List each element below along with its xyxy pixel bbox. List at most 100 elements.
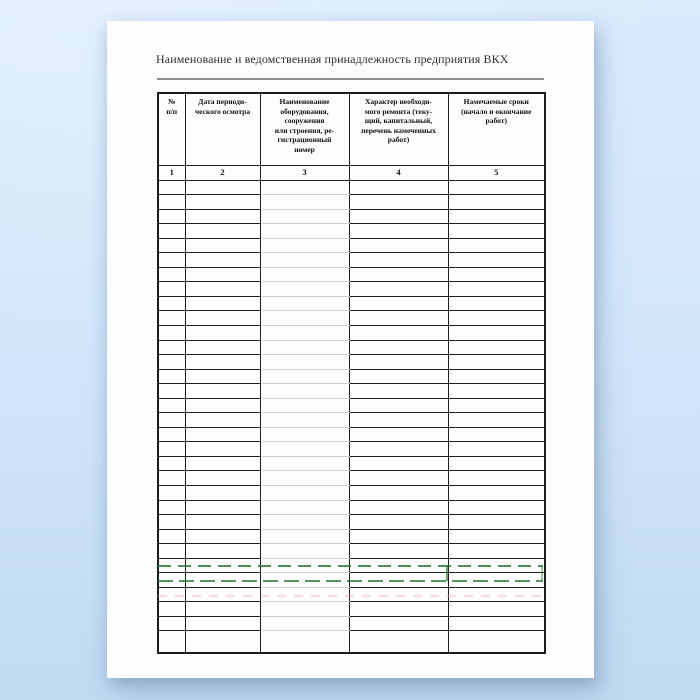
empty-cell [259,208,350,225]
empty-cell [259,412,350,428]
empty-data-row [157,615,546,632]
empty-data-row [157,295,546,312]
empty-cell [348,499,449,516]
empty-data-row [157,281,546,297]
empty-cell [157,528,186,545]
empty-cell [259,252,350,268]
empty-cell [348,630,449,654]
empty-cell [348,179,449,196]
empty-cell [447,615,546,632]
empty-data-row [157,412,546,428]
empty-cell [348,528,449,545]
empty-cell [447,266,546,283]
empty-cell [447,310,546,326]
empty-cell [447,543,546,559]
empty-cell [157,484,186,501]
empty-cell [348,223,449,239]
empty-cell [447,194,546,210]
empty-data-row [157,194,546,210]
empty-data-row [157,557,546,574]
empty-cell [447,208,546,225]
empty-data-row [157,266,546,283]
empty-data-row [157,179,546,196]
empty-data-row [157,586,546,603]
empty-cell [348,383,449,399]
empty-cell [184,528,261,545]
empty-data-row [157,630,546,654]
empty-cell [259,324,350,341]
empty-cell [157,412,186,428]
empty-cell [447,601,546,617]
empty-cell [348,194,449,210]
empty-cell [348,324,449,341]
empty-cell [157,470,186,486]
empty-cell [348,543,449,559]
empty-cell [259,194,350,210]
empty-cell [157,455,186,472]
empty-cell [259,615,350,632]
empty-cell [157,586,186,603]
empty-cell [447,426,546,443]
empty-cell [447,295,546,312]
empty-cell [348,572,449,588]
empty-cell [348,426,449,443]
empty-cell [184,339,261,356]
empty-cell [348,237,449,254]
empty-data-row [157,514,546,530]
empty-cell [447,484,546,501]
empty-cell [157,601,186,617]
empty-data-row [157,354,546,370]
empty-cell [348,354,449,370]
empty-cell [259,455,350,472]
empty-cell [184,252,261,268]
empty-data-row [157,368,546,385]
empty-cell [157,354,186,370]
col-number-cell: 1 [157,164,186,181]
empty-cell [184,601,261,617]
col-header-equipment-name: Наименование оборудования, сооружения ил… [259,92,350,166]
empty-cell [184,368,261,385]
col-header-inspection-date: Дата периоди- ческого осмотра [184,92,261,166]
empty-cell [447,237,546,254]
empty-cell [184,499,261,516]
empty-cell [259,383,350,399]
document-page: Наименование и ведомственная принадлежно… [107,21,594,678]
empty-cell [348,514,449,530]
empty-cell [157,208,186,225]
empty-cell [259,470,350,486]
empty-cell [157,324,186,341]
empty-cell [157,514,186,530]
maintenance-schedule-table: № п/п Дата периоди- ческого осмотра Наим… [157,92,546,654]
empty-cell [259,441,350,457]
empty-cell [348,266,449,283]
empty-cell [447,179,546,196]
empty-cell [259,368,350,385]
empty-data-row [157,455,546,472]
table-header: № п/п Дата периоди- ческого осмотра Наим… [157,92,546,181]
empty-cell [184,237,261,254]
empty-cell [259,586,350,603]
empty-cell [348,295,449,312]
empty-cell [157,179,186,196]
empty-data-row [157,252,546,268]
empty-cell [184,281,261,297]
empty-data-row [157,528,546,545]
empty-cell [447,252,546,268]
empty-cell [447,339,546,356]
empty-cell [447,528,546,545]
empty-cell [184,223,261,239]
empty-cell [259,630,350,654]
document-title: Наименование и ведомственная принадлежно… [156,52,509,66]
empty-cell [348,412,449,428]
empty-cell [259,397,350,414]
empty-cell [157,630,186,654]
empty-cell [184,586,261,603]
col-header-repair-type: Характер необходи- мого ремонта (теку- щ… [348,92,449,166]
empty-data-row [157,484,546,501]
empty-data-row [157,237,546,254]
empty-cell [259,543,350,559]
empty-cell [447,354,546,370]
empty-cell [348,615,449,632]
empty-cell [259,572,350,588]
